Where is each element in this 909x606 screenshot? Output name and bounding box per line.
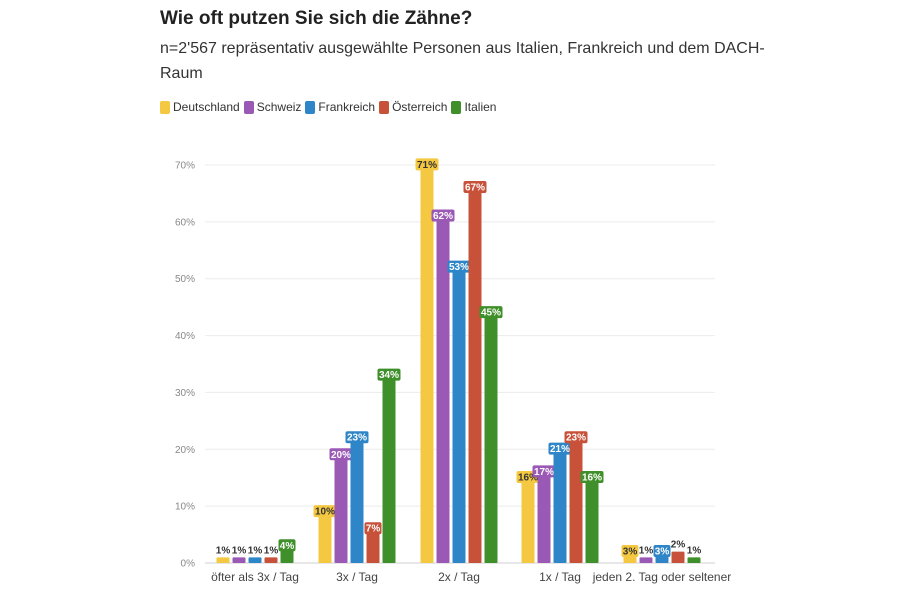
data-label: 21%: [550, 444, 570, 455]
data-label: 17%: [534, 467, 554, 478]
data-label: 1%: [639, 545, 654, 556]
x-category-label: jeden 2. Tag oder seltener: [592, 570, 732, 584]
data-label: 45%: [481, 308, 501, 319]
y-tick-label: 10%: [175, 502, 195, 513]
chart-subtitle: n=2'567 repräsentativ ausgewählte Person…: [160, 40, 765, 82]
data-label: 1%: [248, 545, 263, 556]
bar: [484, 307, 498, 563]
data-label: 1%: [264, 545, 279, 556]
data-label: 23%: [566, 433, 586, 444]
legend-item-deutschland[interactable]: Deutschland: [160, 100, 240, 114]
data-label: 62%: [433, 211, 453, 222]
y-tick-label: 50%: [175, 274, 195, 285]
data-label: 3%: [655, 546, 670, 557]
data-label-badge: [479, 306, 503, 319]
bar: [232, 557, 246, 563]
legend-label-frankreich: Frankreich: [318, 100, 376, 114]
legend-swatch-italien: [451, 100, 462, 114]
legend-label-deutschland: Deutschland: [173, 100, 240, 114]
data-label-badge: [364, 522, 382, 535]
legend-swatch-deutschland: [160, 100, 170, 114]
data-label: 71%: [417, 160, 437, 171]
bar: [248, 557, 262, 563]
bar: [671, 551, 685, 563]
data-label: 34%: [379, 370, 399, 381]
data-label: 16%: [518, 473, 538, 484]
legend-label-schweiz: Schweiz: [256, 100, 302, 114]
bar: [521, 472, 535, 563]
data-label: 1%: [687, 545, 702, 556]
data-label: 53%: [449, 262, 469, 273]
data-label-badge: [313, 505, 337, 518]
data-label-badge: [532, 465, 556, 478]
legend-label-oesterreich: Österreich: [392, 100, 448, 114]
data-label-badge: [415, 158, 439, 171]
data-label: 67%: [465, 183, 485, 194]
data-label: 2%: [671, 540, 686, 551]
data-label: 10%: [315, 507, 335, 518]
y-tick-label: 0%: [181, 559, 196, 570]
legend-label-italien: Italien: [464, 100, 497, 114]
data-label: 1%: [216, 545, 231, 556]
data-label: 16%: [582, 473, 602, 484]
bar: [264, 557, 278, 563]
y-tick-label: 60%: [175, 217, 195, 228]
data-label: 7%: [366, 524, 381, 535]
bar: [585, 472, 599, 563]
bar: [382, 369, 396, 563]
data-label: 4%: [280, 541, 295, 552]
legend-item-schweiz[interactable]: Schweiz: [243, 100, 302, 114]
bar: [318, 506, 332, 563]
bar: [452, 261, 466, 563]
y-tick-label: 20%: [175, 445, 195, 456]
data-label-badge: [548, 442, 572, 455]
legend-swatch-schweiz: [243, 100, 254, 114]
x-category-label: öfter als 3x / Tag: [211, 570, 299, 584]
x-category-label: 3x / Tag: [336, 570, 378, 584]
y-tick-label: 40%: [175, 331, 195, 342]
data-label-badge: [329, 448, 353, 461]
data-label-badge: [463, 181, 487, 194]
x-category-label: 1x / Tag: [539, 570, 581, 584]
data-label-badge: [580, 471, 604, 484]
bar: [420, 159, 434, 564]
bar: [569, 432, 583, 563]
bar: [216, 557, 230, 563]
data-label-badge: [377, 368, 401, 381]
legend-item-oesterreich[interactable]: Österreich: [379, 100, 447, 114]
bar: [334, 449, 348, 563]
data-label: 20%: [331, 450, 351, 461]
legend-swatch-frankreich: [305, 100, 316, 114]
chart-title: Wie oft putzen Sie sich die Zähne?: [160, 8, 473, 29]
y-tick-label: 70%: [175, 161, 195, 172]
bar: [687, 557, 701, 563]
y-tick-label: 30%: [175, 388, 195, 399]
bar: [537, 466, 551, 563]
data-label-badge: [278, 539, 296, 552]
data-label: 1%: [232, 545, 247, 556]
data-label-badge: [653, 544, 671, 557]
bar: [553, 443, 567, 563]
legend-item-frankreich[interactable]: Frankreich: [305, 100, 375, 114]
legend-swatch-oesterreich: [379, 100, 390, 114]
legend-item-italien[interactable]: Italien: [451, 100, 496, 114]
bar: [350, 432, 364, 563]
data-label: 23%: [347, 433, 367, 444]
x-category-label: 2x / Tag: [438, 570, 480, 584]
data-label-badge: [345, 431, 369, 444]
data-label-badge: [447, 260, 471, 273]
chart-legend: Deutschland Schweiz Frankreich Österreic…: [160, 100, 500, 114]
data-label-badge: [621, 544, 639, 557]
bar: [436, 210, 450, 563]
bar: [468, 182, 482, 564]
data-label-badge: [564, 431, 588, 444]
data-label: 3%: [623, 546, 638, 557]
data-label-badge: [431, 209, 455, 222]
bar: [639, 557, 653, 563]
